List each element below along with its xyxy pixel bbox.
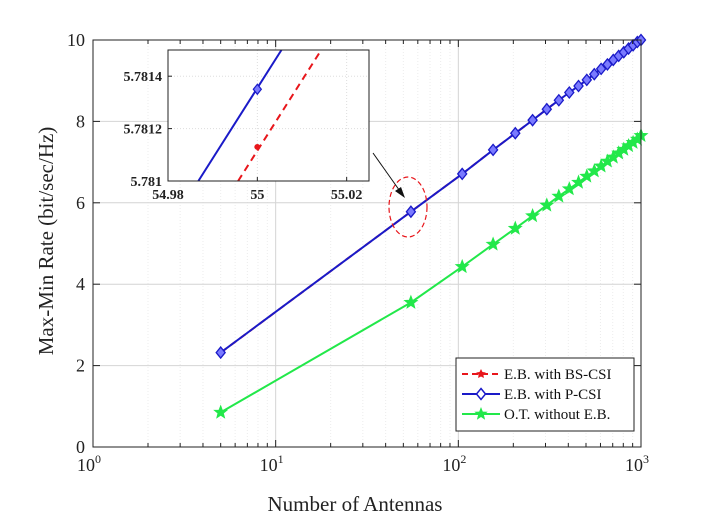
inset-y-tick-label: 5.7812 xyxy=(124,123,163,138)
x-axis-label: Number of Antennas xyxy=(268,492,443,516)
data-point-diamond xyxy=(573,79,584,93)
inset-series-line xyxy=(237,49,323,182)
data-point-star xyxy=(539,197,555,212)
legend-marker-diamond xyxy=(475,387,487,401)
inset-series-group xyxy=(197,49,323,182)
plot-frame xyxy=(92,39,642,448)
zoom-annotation xyxy=(372,152,428,238)
x-tick-label: 103 xyxy=(625,452,649,475)
x-tick-label: 101 xyxy=(260,452,284,475)
inset-data-point-diamond xyxy=(252,83,263,96)
inset-y-tick-label: 5.7814 xyxy=(124,70,163,85)
inset-x-tick-label: 55 xyxy=(250,188,264,203)
data-point-star xyxy=(561,181,577,196)
main-axes: 100 101 102 103 0 2 4 6 8 10 xyxy=(67,30,649,475)
data-point-diamond xyxy=(541,102,553,116)
data-point-star xyxy=(403,294,419,309)
y-tick-label: 8 xyxy=(76,111,85,131)
y-tick-label: 2 xyxy=(76,356,85,376)
data-point-diamond xyxy=(563,85,575,100)
main-series-group xyxy=(213,33,649,419)
inset-y-tick-label: 5.781 xyxy=(131,175,163,190)
zoom-arrow xyxy=(372,152,403,195)
inset-axes: 54.98 55 55.02 5.781 5.7812 5.7814 xyxy=(124,70,363,203)
x-tick-label: 102 xyxy=(442,452,466,475)
data-point-star xyxy=(454,258,470,274)
inset-frame xyxy=(167,49,370,182)
y-tick-label: 10 xyxy=(67,30,85,50)
data-point-diamond xyxy=(588,67,600,81)
legend-marker-dot xyxy=(476,369,486,378)
legend-label: E.B. with BS-CSI xyxy=(504,367,612,383)
inset-data-point-dot xyxy=(254,143,261,150)
data-point-diamond xyxy=(553,93,565,107)
y-tick-label: 6 xyxy=(76,193,85,213)
legend-marker-star xyxy=(474,407,488,420)
inset-zoom-plot: 54.98 55 55.02 5.781 5.7812 5.7814 xyxy=(124,49,370,203)
inset-x-tick-label: 55.02 xyxy=(331,188,363,203)
data-point-diamond xyxy=(456,167,468,181)
data-point-star xyxy=(525,207,541,223)
data-point-diamond xyxy=(487,143,499,157)
data-point-star xyxy=(551,188,567,203)
inset-x-tick-label: 54.98 xyxy=(152,188,184,203)
inset-series-line xyxy=(197,49,283,182)
data-point-star xyxy=(485,236,501,251)
data-point-diamond xyxy=(509,126,521,140)
legend-label: E.B. with P-CSI xyxy=(504,387,602,403)
x-tick-label: 100 xyxy=(77,452,101,475)
data-point-diamond xyxy=(405,205,417,219)
zoom-arrow-head xyxy=(395,187,405,198)
legend: E.B. with BS-CSI E.B. with P-CSI O.T. with… xyxy=(455,357,635,432)
data-point-star xyxy=(213,404,229,419)
data-point-diamond xyxy=(527,113,538,127)
data-point-diamond xyxy=(215,346,227,360)
data-point-diamond xyxy=(581,73,593,87)
y-axis-label: Max-Min Rate (bit/sec/Hz) xyxy=(34,127,58,356)
data-point-star xyxy=(507,220,523,235)
y-tick-label: 4 xyxy=(76,274,85,294)
data-point-diamond xyxy=(595,62,607,76)
y-tick-label: 0 xyxy=(76,437,85,457)
zoom-ellipse xyxy=(388,176,428,238)
legend-label: O.T. without E.B. xyxy=(504,407,610,423)
